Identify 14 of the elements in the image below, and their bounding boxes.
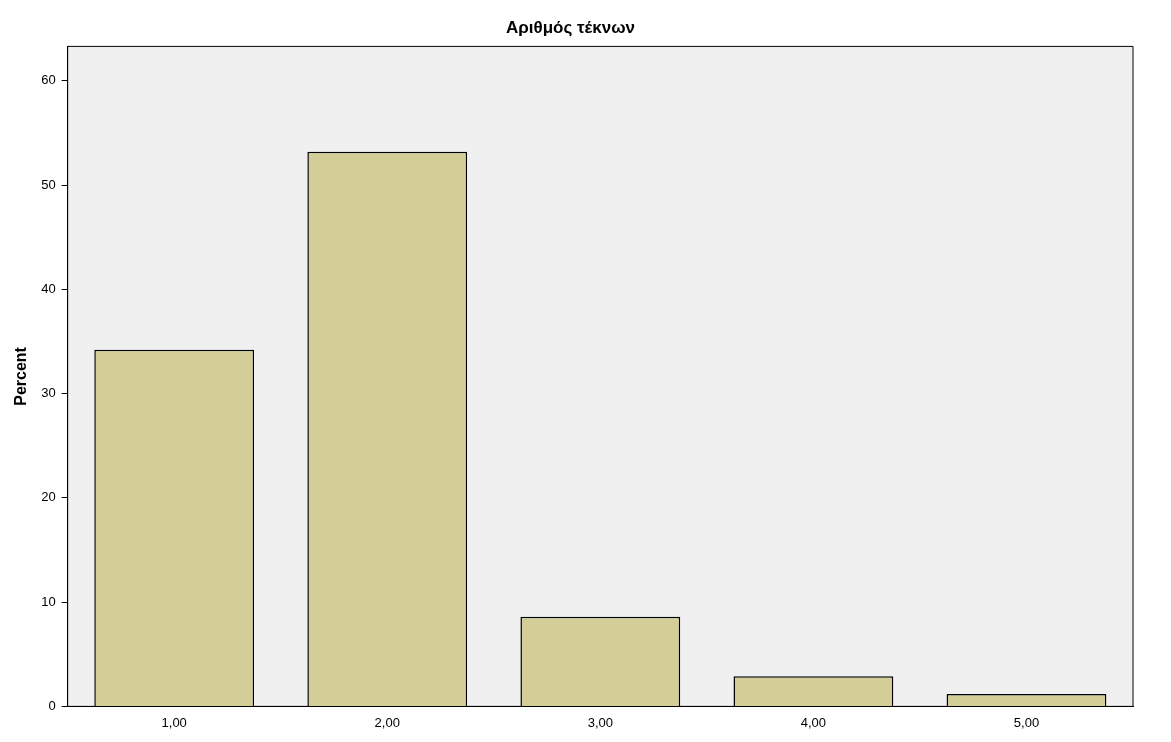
chart-title: Αριθμός τέκνων — [505, 17, 636, 37]
y-tick-label: 20 — [41, 489, 56, 505]
x-tick-label: 1,00 — [161, 714, 187, 730]
x-tick-label: 4,00 — [800, 714, 827, 730]
x-tick-label: 3,00 — [587, 714, 613, 730]
y-tick-label: 30 — [41, 385, 56, 401]
y-tick-label: 10 — [41, 593, 56, 609]
x-tick-label: 2,00 — [374, 714, 400, 730]
y-tick-label: 0 — [48, 697, 56, 713]
y-axis-title: Percent — [12, 346, 30, 406]
x-tick-label: 5,00 — [1013, 714, 1040, 730]
y-tick-label: 40 — [41, 280, 56, 296]
y-tick-label: 50 — [41, 176, 56, 192]
y-tick-label: 60 — [41, 72, 56, 88]
